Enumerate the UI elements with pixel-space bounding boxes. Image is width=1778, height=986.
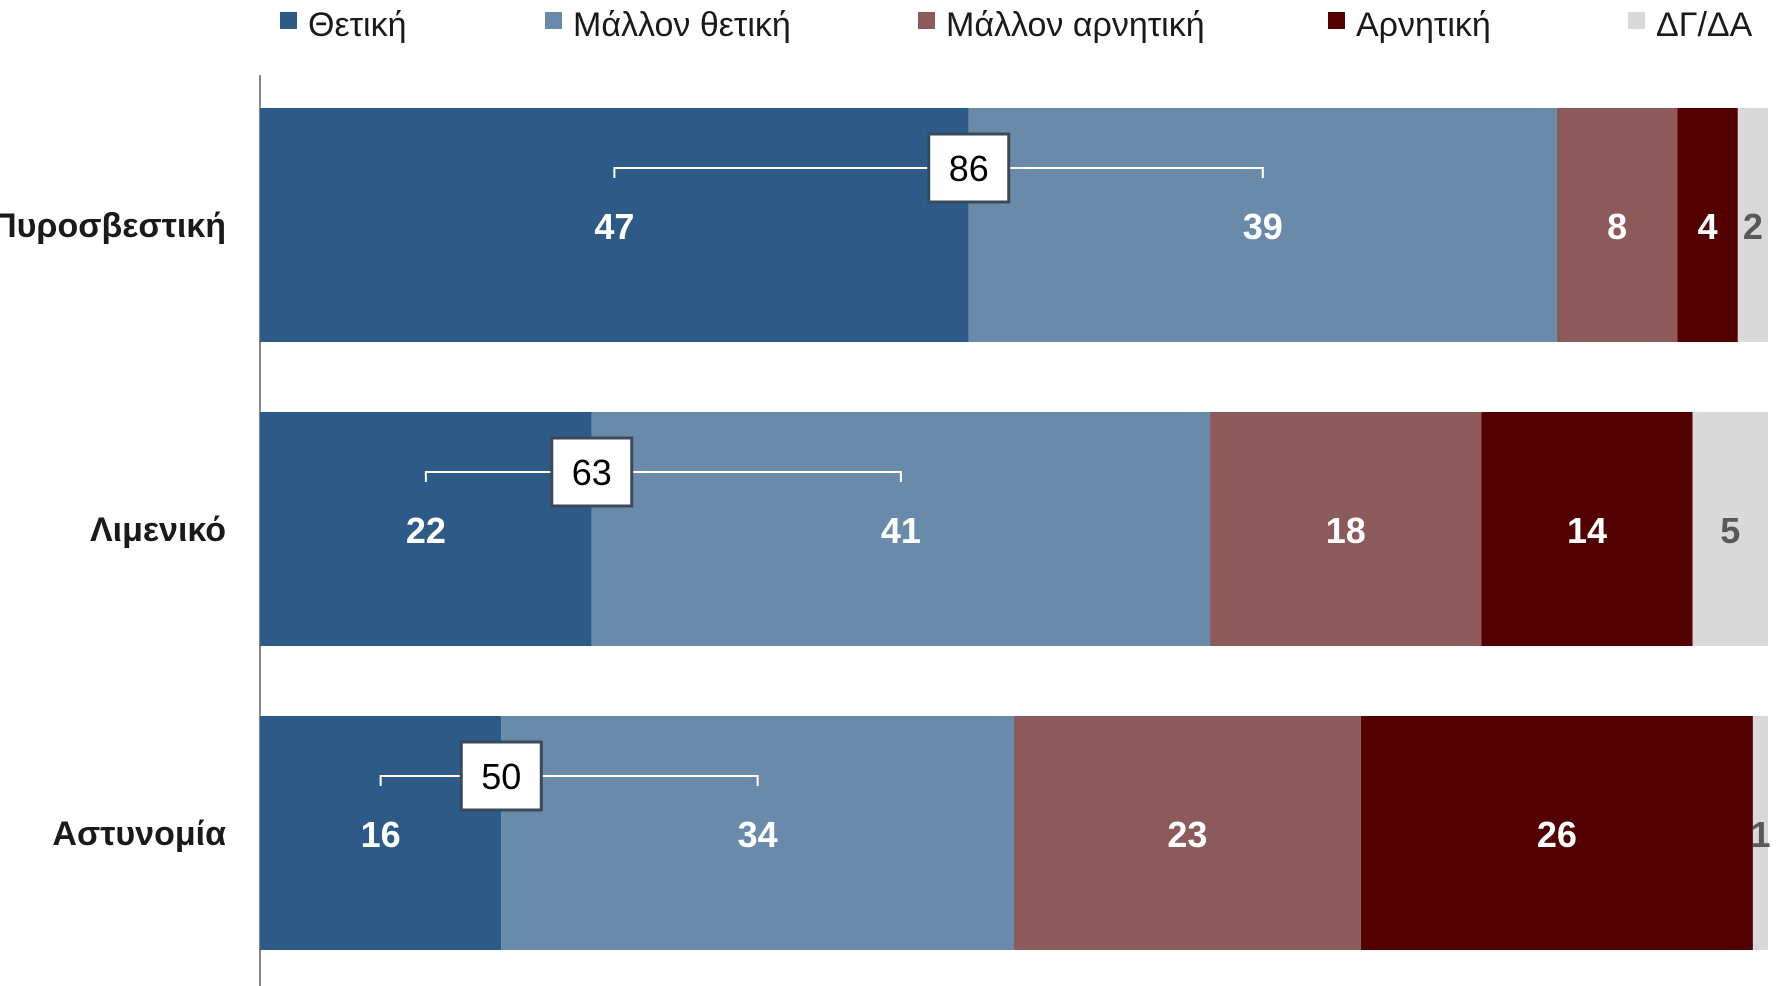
- bar-segment-2-3: [1360, 716, 1753, 950]
- data-label-2-3: 26: [1537, 814, 1577, 855]
- legend-label-1: Μάλλον θετική: [573, 6, 791, 44]
- legend-swatch-2: [918, 12, 935, 29]
- bar-segment-0-1: [968, 108, 1557, 342]
- legend-label-0: Θετική: [308, 6, 407, 44]
- legend-label-2: Μάλλον αρνητική: [946, 6, 1205, 44]
- bar-segment-2-1: [501, 716, 1014, 950]
- positive-totals: 86 63 50: [379, 132, 1264, 812]
- legend: Θετική Μάλλον θετική Μάλλον αρνητική Αρνητι…: [280, 6, 1753, 44]
- data-label-1-2: 18: [1326, 510, 1366, 551]
- bars: 47 39 8 4 222 41 18 14 516 34 23 26 1: [260, 108, 1770, 950]
- bar-segment-2-4: [1752, 716, 1768, 950]
- total-box-1: [550, 436, 634, 508]
- data-label-1-0: 22: [406, 510, 446, 551]
- total-bracket-1: [424, 471, 902, 482]
- total-label-2: 50: [481, 756, 521, 797]
- category-label-2: Αστυνομία: [52, 815, 226, 853]
- bar-segment-0-2: [1556, 108, 1678, 342]
- bar-segment-1-4: [1692, 412, 1768, 646]
- data-label-2-4: 1: [1750, 814, 1770, 855]
- bar-segment-2-2: [1014, 716, 1361, 950]
- category-label-1: Λιμενικό: [90, 511, 226, 549]
- legend-swatch-3: [1328, 12, 1345, 29]
- data-label-0-0: 47: [594, 206, 634, 247]
- bar-segment-0-0: [260, 108, 969, 342]
- data-label-0-2: 8: [1607, 206, 1627, 247]
- data-label-1-1: 41: [881, 510, 921, 551]
- data-label-1-4: 5: [1720, 510, 1740, 551]
- legend-swatch-4: [1628, 12, 1645, 29]
- category-labels: Πυροσβεστική Λιμενικό Αστυνομία: [0, 207, 226, 853]
- data-label-2-1: 34: [738, 814, 778, 855]
- data-label-0-4: 2: [1743, 206, 1763, 247]
- total-bracket-2: [379, 775, 759, 786]
- legend-label-4: ΔΓ/ΔΑ: [1656, 6, 1753, 44]
- bar-segment-1-3: [1481, 412, 1693, 646]
- data-label-1-3: 14: [1567, 510, 1607, 551]
- total-label-1: 63: [572, 452, 612, 493]
- bar-segment-0-4: [1737, 108, 1768, 342]
- bar-segment-1-1: [591, 412, 1211, 646]
- bar-segment-0-3: [1677, 108, 1738, 342]
- total-box-0: [927, 132, 1011, 204]
- bar-segment-1-0: [260, 412, 592, 646]
- data-label-0-3: 4: [1698, 206, 1718, 247]
- bar-segment-1-2: [1210, 412, 1482, 646]
- total-box-2: [459, 740, 543, 812]
- legend-label-3: Αρνητική: [1356, 6, 1491, 44]
- legend-swatch-0: [280, 12, 297, 29]
- total-label-0: 86: [949, 148, 989, 189]
- data-label-2-0: 16: [361, 814, 401, 855]
- legend-swatch-1: [545, 12, 562, 29]
- data-label-2-2: 23: [1167, 814, 1207, 855]
- category-label-0: Πυροσβεστική: [0, 207, 226, 245]
- data-label-0-1: 39: [1243, 206, 1283, 247]
